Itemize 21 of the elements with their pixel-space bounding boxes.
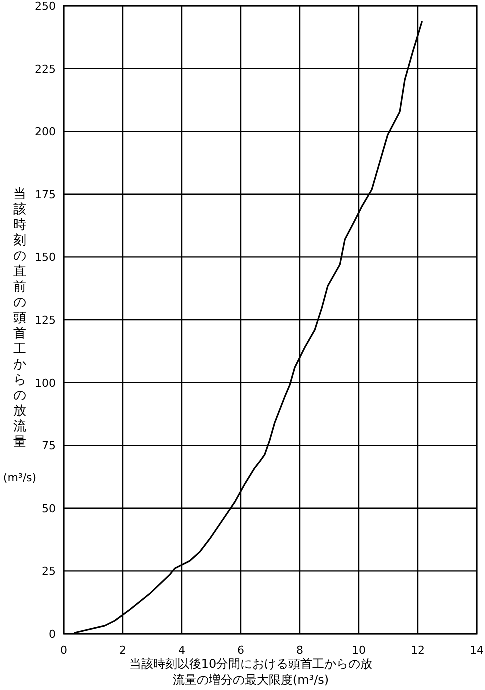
- ytick: 25: [42, 565, 56, 578]
- xtick: 2: [120, 644, 126, 657]
- xtick: 14: [470, 644, 484, 657]
- xtick: 6: [238, 644, 244, 657]
- xlabel: 当該時刻以後10分間における頭首工からの放流量の増分の最大限度(m³/s): [128, 656, 374, 688]
- xtick: 12: [411, 644, 425, 657]
- ytick: 225: [35, 62, 56, 76]
- xtick: 10: [352, 644, 366, 657]
- xtick: 8: [296, 644, 304, 657]
- xtick: 4: [178, 644, 186, 657]
- ytick: 250: [35, 0, 56, 13]
- ytick: 100: [35, 376, 56, 390]
- ytick: 200: [35, 126, 56, 139]
- ytick: 175: [35, 188, 56, 202]
- ytick: 150: [35, 251, 56, 264]
- ytick: 125: [35, 314, 56, 327]
- ylabel: 当該時刻の直前の頭首工からの放流量(m³/s): [3, 187, 37, 484]
- ytick: 75: [42, 440, 56, 453]
- ytick: 0: [49, 628, 56, 641]
- ytick: 50: [42, 502, 56, 516]
- xtick: 0: [60, 644, 68, 657]
